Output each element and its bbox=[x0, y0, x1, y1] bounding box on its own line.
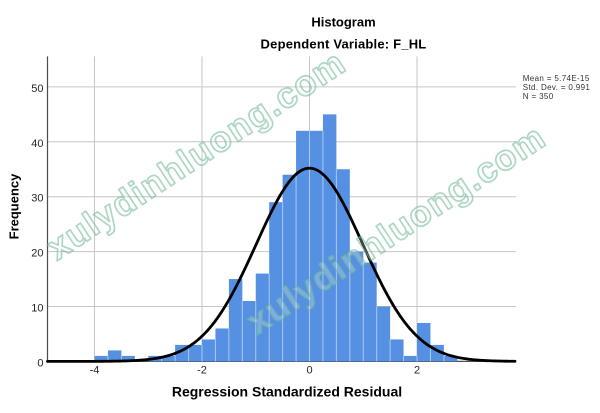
svg-text:-4: -4 bbox=[90, 365, 100, 377]
svg-text:40: 40 bbox=[31, 138, 43, 150]
svg-text:50: 50 bbox=[31, 83, 43, 95]
svg-text:2: 2 bbox=[414, 365, 420, 377]
svg-text:20: 20 bbox=[31, 248, 43, 260]
svg-text:-2: -2 bbox=[197, 365, 207, 377]
svg-text:N = 350: N = 350 bbox=[523, 92, 554, 101]
svg-text:Regression Standardized Residu: Regression Standardized Residual bbox=[172, 384, 402, 400]
svg-text:0: 0 bbox=[37, 357, 43, 369]
svg-text:0: 0 bbox=[306, 365, 312, 377]
svg-text:10: 10 bbox=[31, 303, 43, 315]
svg-text:Mean = 5.74E-15: Mean = 5.74E-15 bbox=[523, 74, 590, 83]
svg-text:Dependent Variable: F_HL: Dependent Variable: F_HL bbox=[261, 36, 427, 51]
svg-text:Frequency: Frequency bbox=[6, 173, 21, 240]
svg-text:Histogram: Histogram bbox=[311, 14, 375, 29]
svg-text:Std. Dev. = 0.991: Std. Dev. = 0.991 bbox=[523, 83, 591, 92]
svg-text:30: 30 bbox=[31, 193, 43, 205]
